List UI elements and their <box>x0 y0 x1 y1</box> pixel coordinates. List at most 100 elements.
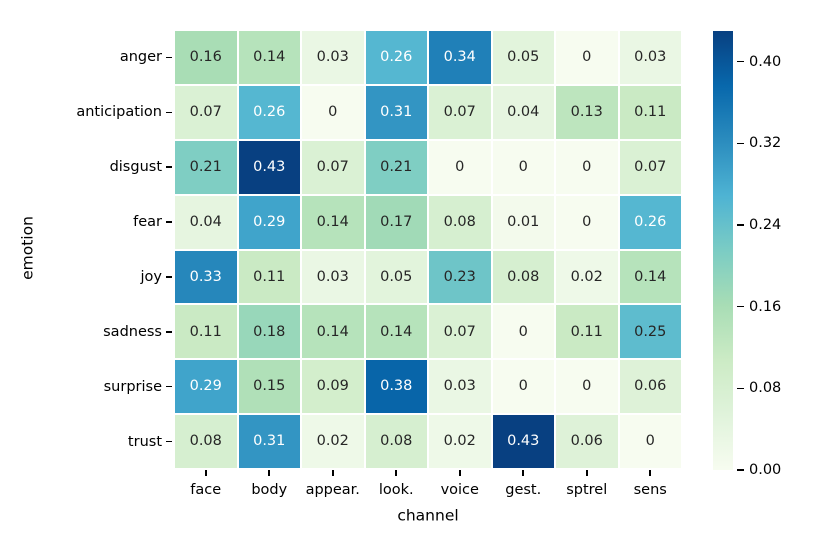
heatmap-cell: 0.26 <box>619 195 681 249</box>
heatmap-cell: 0.21 <box>175 140 237 194</box>
heatmap-cell: 0.18 <box>238 305 300 359</box>
heatmap-cell: 0.23 <box>429 250 491 304</box>
heatmap-cell: 0 <box>556 31 618 84</box>
y-tick-label: sadness <box>103 323 162 340</box>
heatmap-cell: 0.03 <box>619 31 681 84</box>
heatmap-cell: 0.14 <box>302 195 364 249</box>
heatmap-cell: 0.07 <box>429 305 491 359</box>
heatmap-cell: 0.08 <box>365 415 427 468</box>
heatmap-cell: 0.08 <box>429 195 491 249</box>
heatmap-cell: 0.34 <box>429 31 491 84</box>
colorbar-tick-mark <box>737 387 744 390</box>
x-tick-mark <box>522 470 525 476</box>
heatmap-cell: 0.07 <box>619 140 681 194</box>
colorbar-tick-mark <box>737 60 744 63</box>
heatmap-cell: 0.04 <box>492 85 554 139</box>
x-tick-mark <box>331 470 334 476</box>
x-tick-label: sens <box>633 482 667 498</box>
colorbar-tick-label: 0.24 <box>749 216 782 233</box>
heatmap-cell: 0.17 <box>365 195 427 249</box>
heatmap-cell: 0.01 <box>492 195 554 249</box>
heatmap-cell: 0.11 <box>175 305 237 359</box>
colorbar-tick-mark <box>737 469 744 471</box>
heatmap-cell: 0.11 <box>238 250 300 304</box>
colorbar-tick-label: 0.32 <box>749 135 782 152</box>
x-tick-label: voice <box>440 482 479 498</box>
heatmap-cell: 0.03 <box>302 31 364 84</box>
heatmap-cell: 0 <box>556 360 618 414</box>
y-tick-label: surprise <box>103 378 162 395</box>
heatmap-cell: 0.31 <box>238 415 300 468</box>
y-tick-label: anger <box>119 49 162 66</box>
heatmap-cell: 0.43 <box>238 140 300 194</box>
heatmap-cell: 0.07 <box>175 85 237 139</box>
colorbar-tick-label: 0.40 <box>749 53 782 70</box>
x-tick-mark <box>458 470 461 476</box>
heatmap-cell: 0.16 <box>175 31 237 84</box>
heatmap-cell: 0.14 <box>619 250 681 304</box>
x-tick-mark <box>395 470 398 476</box>
colorbar-tick-mark <box>737 224 744 226</box>
y-tick-mark <box>166 385 172 388</box>
heatmap-cell: 0.21 <box>365 140 427 194</box>
x-tick-mark <box>268 470 271 476</box>
x-tick-mark <box>585 470 588 476</box>
y-tick-mark <box>166 276 172 278</box>
heatmap-cell: 0 <box>492 360 554 414</box>
heatmap-cell: 0.33 <box>175 250 237 304</box>
y-tick-mark <box>166 166 172 168</box>
heatmap-cell: 0.14 <box>302 305 364 359</box>
colorbar-gradient <box>713 31 733 470</box>
y-tick-label: disgust <box>109 159 162 176</box>
x-tick-mark <box>204 470 207 476</box>
heatmap-cell: 0.31 <box>365 85 427 139</box>
heatmap-cell: 0.14 <box>238 31 300 84</box>
heatmap-cell: 0.02 <box>556 250 618 304</box>
heatmap-cell: 0 <box>492 305 554 359</box>
x-axis-title: channel <box>397 506 459 525</box>
heatmap-cell: 0.08 <box>492 250 554 304</box>
heatmap-cell: 0.25 <box>619 305 681 359</box>
y-tick-mark <box>166 221 172 223</box>
x-tick-mark <box>649 470 652 476</box>
heatmap-cell: 0.11 <box>619 85 681 139</box>
x-tick-label: face <box>190 482 222 498</box>
y-tick-label: fear <box>133 214 162 231</box>
x-tick-label: look. <box>378 482 414 498</box>
heatmap-cell: 0.06 <box>556 415 618 468</box>
heatmap-cell: 0.02 <box>302 415 364 468</box>
heatmap-cell: 0.05 <box>492 31 554 84</box>
heatmap-cell: 0.08 <box>175 415 237 468</box>
heatmap-cell: 0 <box>556 195 618 249</box>
heatmap-cell: 0.03 <box>429 360 491 414</box>
heatmap-cell: 0.04 <box>175 195 237 249</box>
colorbar-tick-label: 0.16 <box>749 298 782 315</box>
heatmap-cell: 0.14 <box>365 305 427 359</box>
heatmap-cell: 0 <box>556 140 618 194</box>
x-tick-label: sptrel <box>566 482 608 498</box>
heatmap-cell: 0.06 <box>619 360 681 414</box>
heatmap-cell: 0.13 <box>556 85 618 139</box>
heatmap-cell: 0 <box>302 85 364 139</box>
heatmap-cell: 0.15 <box>238 360 300 414</box>
heatmap-cell: 0 <box>429 140 491 194</box>
y-tick-label: joy <box>140 268 162 285</box>
colorbar-tick-label: 0.08 <box>749 380 782 397</box>
heatmap-cell: 0.03 <box>302 250 364 304</box>
heatmap-cell: 0.05 <box>365 250 427 304</box>
y-tick-label: trust <box>127 433 162 450</box>
y-tick-mark <box>166 440 172 443</box>
heatmap-cell: 0.29 <box>175 360 237 414</box>
heatmap-cell: 0.26 <box>238 85 300 139</box>
x-tick-label: appear. <box>305 482 360 498</box>
heatmap-cell: 0.07 <box>302 140 364 194</box>
heatmap-cell: 0 <box>492 140 554 194</box>
heatmap-cell: 0.11 <box>556 305 618 359</box>
heatmap-cell: 0.38 <box>365 360 427 414</box>
x-tick-label: body <box>251 482 288 498</box>
heatmap-cell: 0.26 <box>365 31 427 84</box>
colorbar-tick-mark <box>737 305 744 308</box>
colorbar-tick-mark <box>737 142 744 145</box>
heatmap-cell: 0.09 <box>302 360 364 414</box>
